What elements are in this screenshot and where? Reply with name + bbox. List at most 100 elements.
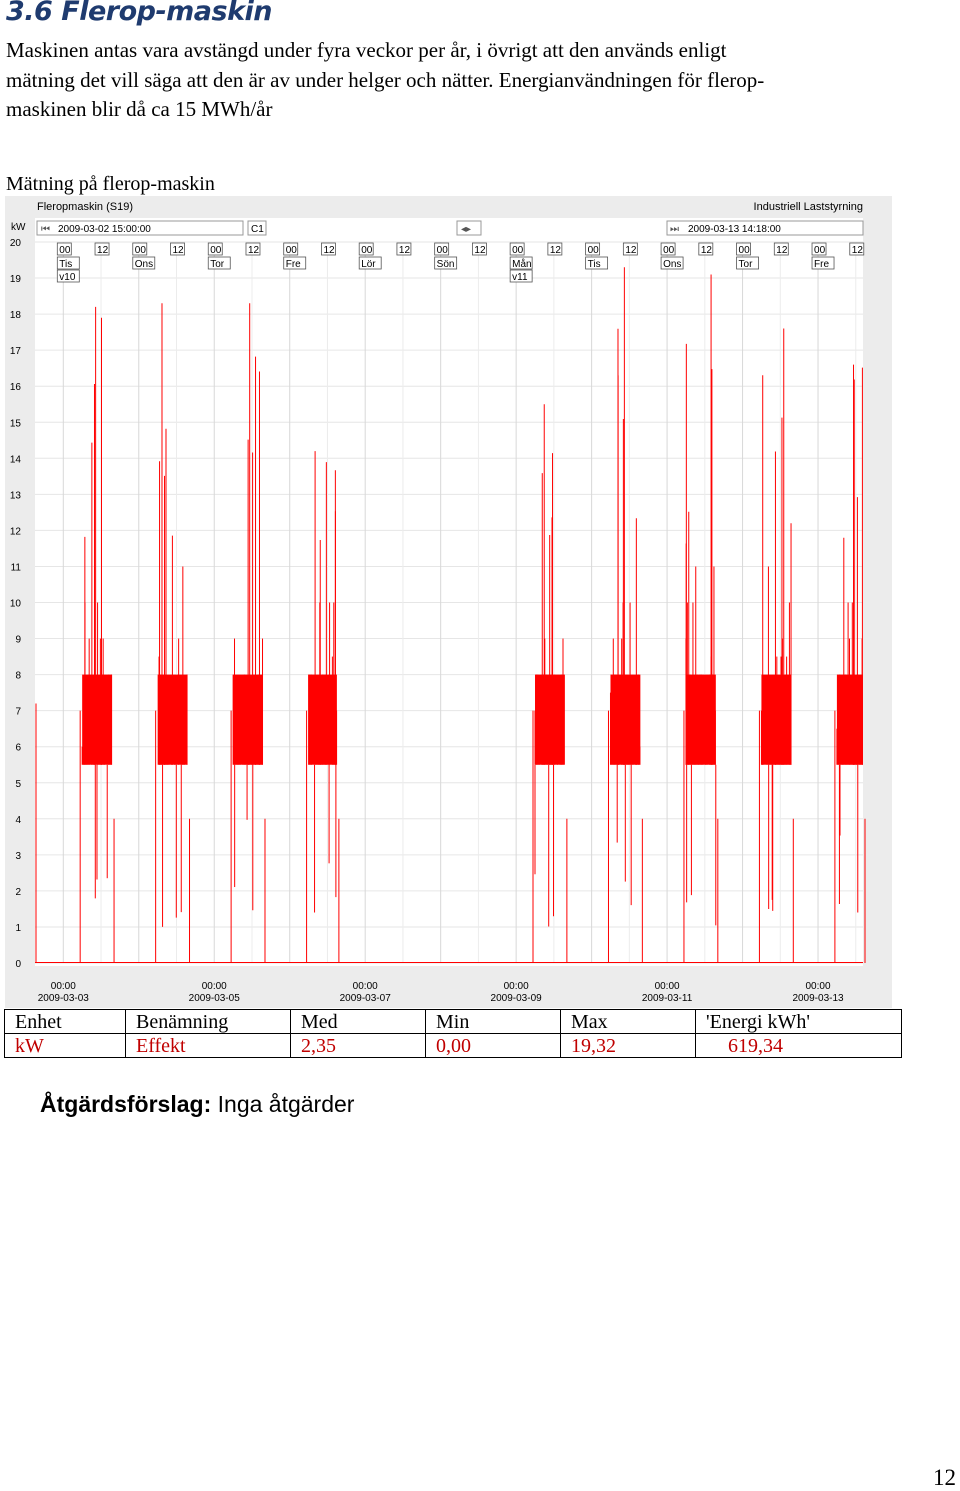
hour-marker-label: 12 <box>474 245 486 256</box>
y-tick-label: 4 <box>15 815 21 826</box>
x-axis-ticks: 00:002009-03-0300:002009-03-0500:002009-… <box>38 981 844 1004</box>
hour-marker-box <box>849 242 865 256</box>
day-marker-box <box>283 256 307 270</box>
cursor-button[interactable] <box>247 220 267 236</box>
y-tick-label: 9 <box>15 635 21 646</box>
table-cell: 19,32 <box>560 1033 696 1058</box>
section-title: Flerop-maskin <box>61 0 273 27</box>
hour-marker-box <box>434 242 450 256</box>
table-cell: Effekt <box>125 1033 291 1058</box>
table-row: kW Effekt 2,35 0,00 19,32 619,34 <box>4 1033 902 1058</box>
hour-marker-label: 00 <box>361 245 373 256</box>
hour-marker-box <box>547 242 563 256</box>
y-axis-unit: kW <box>11 222 26 233</box>
y-tick-label: 7 <box>15 707 21 718</box>
start-time-field[interactable] <box>36 220 244 236</box>
page-number: 12 <box>933 1465 956 1490</box>
day-marker-box <box>736 256 759 270</box>
hour-marker-label: 00 <box>739 245 751 256</box>
table-header-cell: 'Energi kWh' <box>695 1009 902 1034</box>
plot-background <box>35 218 863 966</box>
y-tick-label: 1 <box>15 923 21 934</box>
table-header-cell: Max <box>560 1009 696 1034</box>
skip-to-start-icon[interactable]: ⏮ <box>41 224 50 235</box>
day-marker-box <box>207 256 231 270</box>
x-tick-date: 2009-03-03 <box>38 993 90 1004</box>
table-header-row: Enhet Benämning Med Min Max 'Energi kWh' <box>4 1009 902 1034</box>
paragraph-line-1: Maskinen antas vara avstängd under fyra … <box>6 38 727 62</box>
hour-marker-box <box>585 242 601 256</box>
hour-marker-label: 00 <box>286 245 298 256</box>
week-marker-box <box>56 269 80 283</box>
day-marker-box <box>358 256 382 270</box>
y-tick-label: 6 <box>15 743 21 754</box>
week-marker-box <box>509 269 533 283</box>
day-marker-label: Sön <box>437 259 455 270</box>
skip-to-end-icon[interactable]: ⏭ <box>670 224 679 235</box>
day-marker-box <box>56 256 80 270</box>
hour-marker-label: 00 <box>437 245 449 256</box>
table-cell: 2,35 <box>290 1033 426 1058</box>
hour-marker-box <box>396 242 412 256</box>
hour-marker-box <box>509 242 525 256</box>
hour-marker-label: 00 <box>588 245 600 256</box>
hour-marker-box <box>283 242 299 256</box>
x-tick-time: 00:00 <box>655 981 680 992</box>
day-marker-label: Tis <box>588 259 601 270</box>
day-marker-box <box>811 256 835 270</box>
day-marker-label: Fre <box>286 259 301 270</box>
day-marker-label: Ons <box>135 259 153 270</box>
hour-marker-label: 00 <box>512 245 524 256</box>
hour-marker-label: 00 <box>135 245 147 256</box>
cursor-label: C1 <box>251 224 264 235</box>
hour-marker-box <box>207 242 223 256</box>
x-tick-time: 00:00 <box>353 981 378 992</box>
table-header-cell: Min <box>425 1009 561 1034</box>
day-marker-label: Lör <box>361 259 376 270</box>
action-suggestion: Åtgärdsförslag: Inga åtgärder <box>40 1091 354 1118</box>
hour-marker-box <box>811 242 827 256</box>
day-label-row: 00 Tis v10 12 00 Ons 12 00 Tor 12 00 Fre 12 00 Lör 12 00… <box>56 242 865 283</box>
hour-marker-label: 00 <box>663 245 675 256</box>
power-series <box>35 267 866 963</box>
table-cell: 619,34 <box>695 1033 902 1058</box>
suggestion-text: Inga åtgärder <box>217 1091 355 1117</box>
hour-marker-box <box>773 242 789 256</box>
hour-marker-label: 12 <box>776 245 788 256</box>
day-marker-label: Mån <box>512 258 531 270</box>
hour-marker-box <box>94 242 110 256</box>
x-tick-date: 2009-03-09 <box>491 993 543 1004</box>
chart-title: Fleropmaskin (S19) <box>37 201 133 213</box>
x-tick-time: 00:00 <box>51 981 76 992</box>
y-tick-label: 2 <box>15 887 21 898</box>
y-tick-label: 10 <box>10 599 22 610</box>
hour-marker-label: 12 <box>323 245 335 256</box>
hour-marker-label: 00 <box>814 245 826 256</box>
y-tick-label: 5 <box>15 779 21 790</box>
x-tick-date: 2009-03-13 <box>792 993 844 1004</box>
y-tick-label: 14 <box>10 454 22 465</box>
pan-button[interactable] <box>456 220 482 236</box>
measurement-chart: Fleropmaskin (S19) Industriell Laststyrn… <box>5 196 892 1008</box>
hour-marker-label: 12 <box>701 245 713 256</box>
day-marker-box <box>434 256 458 270</box>
table-cell: kW <box>4 1033 126 1058</box>
y-tick-label: 0 <box>15 959 21 970</box>
hour-marker-box <box>132 242 148 256</box>
hour-marker-box <box>358 242 374 256</box>
hour-marker-box <box>321 242 336 256</box>
hour-marker-box <box>245 242 261 256</box>
hour-marker-label: 12 <box>852 245 864 256</box>
paragraph-line-2: mätning det vill säga att den är av unde… <box>6 67 765 92</box>
y-tick-label: 19 <box>10 274 22 285</box>
body-paragraph: Maskinen antas vara avstängd under fyra … <box>6 36 951 125</box>
y-tick-label: 13 <box>10 490 22 501</box>
x-tick-date: 2009-03-05 <box>189 993 241 1004</box>
table-header-cell: Med <box>290 1009 426 1034</box>
end-time-text: 2009-03-13 14:18:00 <box>688 224 781 235</box>
hour-marker-box <box>56 242 72 256</box>
hour-marker-label: 12 <box>173 245 185 256</box>
x-tick-time: 00:00 <box>504 981 529 992</box>
week-marker-label: v11 <box>512 272 528 283</box>
end-time-field[interactable] <box>666 220 864 236</box>
